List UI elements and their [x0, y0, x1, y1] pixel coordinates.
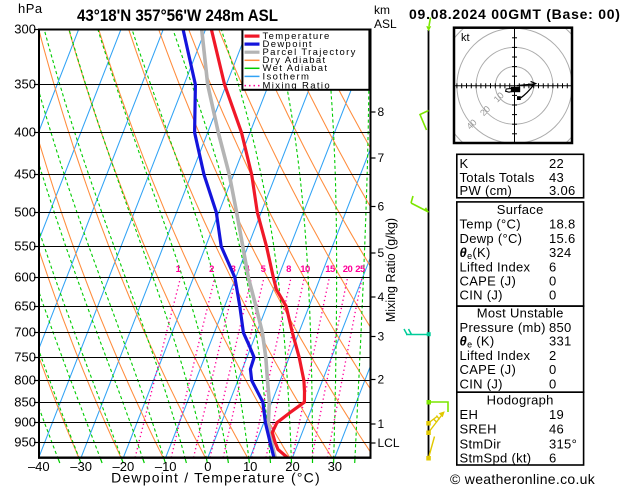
- svg-text:–40: –40: [28, 459, 50, 474]
- svg-text:900: 900: [14, 415, 36, 430]
- svg-text:StmSpd (kt): StmSpd (kt): [460, 451, 532, 466]
- svg-text:–10: –10: [155, 459, 177, 474]
- svg-text:8: 8: [286, 264, 291, 275]
- svg-text:315°: 315°: [549, 437, 577, 452]
- svg-text:Parcel Trajectory: Parcel Trajectory: [263, 47, 357, 58]
- svg-text:CIN (J): CIN (J): [460, 287, 503, 302]
- svg-text:2: 2: [378, 373, 385, 387]
- svg-text:Dewpoint / Temperature (°C): Dewpoint / Temperature (°C): [111, 470, 321, 486]
- svg-text:850: 850: [549, 320, 572, 335]
- svg-text:4: 4: [378, 290, 385, 304]
- svg-text:10: 10: [492, 90, 506, 104]
- svg-text:19: 19: [549, 407, 564, 422]
- svg-text:Temp (°C): Temp (°C): [460, 216, 521, 231]
- svg-text:15: 15: [325, 264, 336, 275]
- svg-text:Most Unstable: Most Unstable: [477, 306, 564, 321]
- svg-text:20: 20: [343, 264, 353, 275]
- svg-text:Surface: Surface: [497, 202, 544, 217]
- svg-text:8: 8: [378, 105, 385, 119]
- svg-text:Totals Totals: Totals Totals: [460, 170, 535, 185]
- svg-text:324: 324: [549, 245, 572, 260]
- svg-text:0: 0: [549, 377, 557, 392]
- svg-text:46: 46: [549, 422, 564, 437]
- svg-text:500: 500: [14, 205, 36, 220]
- svg-text:400: 400: [14, 125, 36, 140]
- svg-text:Lifted Index: Lifted Index: [460, 348, 531, 363]
- svg-text:2: 2: [549, 348, 557, 363]
- svg-text:kt: kt: [461, 32, 470, 44]
- svg-text:5: 5: [378, 246, 385, 260]
- svg-text:09.08.2024 00GMT (Base: 00): 09.08.2024 00GMT (Base: 00): [409, 6, 621, 22]
- svg-text:5: 5: [261, 264, 267, 275]
- svg-text:1: 1: [176, 264, 182, 275]
- svg-text:K: K: [460, 156, 469, 171]
- svg-text:–30: –30: [70, 459, 92, 474]
- svg-text:3.06: 3.06: [549, 183, 576, 198]
- svg-text:300: 300: [14, 22, 36, 37]
- svg-text:450: 450: [14, 167, 36, 182]
- svg-text:10: 10: [243, 459, 257, 474]
- svg-text:km: km: [374, 3, 390, 17]
- svg-text:3: 3: [231, 264, 236, 275]
- svg-text:350: 350: [14, 77, 36, 92]
- svg-text:SREH: SREH: [460, 422, 497, 437]
- svg-text:3: 3: [378, 330, 385, 344]
- svg-text:7: 7: [378, 151, 385, 165]
- svg-text:18.8: 18.8: [549, 216, 576, 231]
- svg-text:850: 850: [14, 395, 36, 410]
- svg-text:950: 950: [14, 435, 36, 450]
- svg-text:331: 331: [549, 334, 572, 349]
- svg-text:Wet Adiabat: Wet Adiabat: [263, 63, 329, 74]
- svg-text:StmDir: StmDir: [460, 437, 502, 452]
- svg-text:Dewp (°C): Dewp (°C): [460, 231, 523, 246]
- svg-text:6: 6: [549, 260, 557, 275]
- svg-text:Hodograph: Hodograph: [487, 393, 554, 408]
- svg-text:Dewpoint: Dewpoint: [263, 39, 313, 50]
- svg-text:2: 2: [209, 264, 214, 275]
- svg-text:LCL: LCL: [378, 436, 400, 450]
- svg-text:30: 30: [328, 459, 342, 474]
- svg-text:EH: EH: [460, 407, 479, 422]
- svg-text:Temperature: Temperature: [263, 31, 331, 42]
- svg-text:CIN (J): CIN (J): [460, 377, 503, 392]
- svg-text:10: 10: [300, 264, 310, 275]
- svg-text:700: 700: [14, 325, 36, 340]
- svg-text:Mixing Ratio (g/kg): Mixing Ratio (g/kg): [384, 218, 398, 322]
- svg-text:22: 22: [549, 156, 564, 171]
- svg-text:θe (K): θe (K): [460, 334, 495, 350]
- svg-text:43°18'N 357°56'W 248m ASL: 43°18'N 357°56'W 248m ASL: [77, 7, 278, 25]
- svg-text:0: 0: [549, 362, 557, 377]
- svg-text:ASL: ASL: [374, 17, 397, 31]
- svg-text:PW (cm): PW (cm): [460, 183, 513, 198]
- svg-text:750: 750: [14, 350, 36, 365]
- svg-text:25: 25: [355, 264, 366, 275]
- svg-text:6: 6: [378, 200, 385, 214]
- svg-text:Pressure (mb): Pressure (mb): [460, 320, 546, 335]
- svg-text:43: 43: [549, 170, 564, 185]
- svg-text:hPa: hPa: [18, 1, 43, 16]
- svg-text:15.6: 15.6: [549, 231, 576, 246]
- svg-text:CAPE (J): CAPE (J): [460, 273, 517, 288]
- svg-text:20: 20: [285, 459, 299, 474]
- svg-text:600: 600: [14, 270, 36, 285]
- svg-text:–20: –20: [113, 459, 135, 474]
- svg-text:Isotherm: Isotherm: [263, 71, 311, 82]
- svg-text:0: 0: [549, 273, 557, 288]
- svg-text:0: 0: [549, 287, 557, 302]
- svg-text:1: 1: [378, 417, 385, 431]
- svg-text:Lifted Index: Lifted Index: [460, 260, 531, 275]
- svg-text:800: 800: [14, 373, 36, 388]
- svg-text:650: 650: [14, 299, 36, 314]
- svg-text:0: 0: [204, 459, 211, 474]
- svg-text:6: 6: [549, 451, 557, 466]
- svg-text:550: 550: [14, 239, 36, 254]
- svg-text:© weatheronline.co.uk: © weatheronline.co.uk: [450, 471, 596, 486]
- svg-text:Dry Adiabat: Dry Adiabat: [263, 55, 327, 66]
- svg-text:θe(K): θe(K): [460, 245, 491, 261]
- svg-text:CAPE (J): CAPE (J): [460, 362, 517, 377]
- svg-text:Mixing Ratio: Mixing Ratio: [263, 81, 331, 92]
